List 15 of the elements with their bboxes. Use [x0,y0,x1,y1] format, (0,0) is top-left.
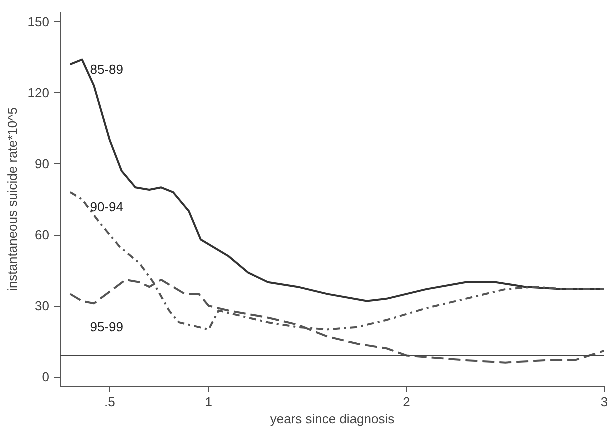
y-tick-label: 150 [28,14,50,30]
y-tick-label: 90 [35,156,50,172]
series-label: 95-99 [90,319,124,334]
series-label: 85-89 [90,62,124,77]
x-tick-label: 3 [600,394,608,410]
series-label: 90-94 [90,200,124,214]
x-tick-label: 2 [403,394,410,410]
x-tick-label: .5 [104,394,116,410]
y-tick-label: 60 [35,228,50,243]
y-axis-title: instantaneous suicide rate*10^5 [4,108,20,292]
x-tick-label: 1 [205,394,212,410]
y-tick-label: 120 [28,85,50,100]
x-axis-title: years since diagnosis [270,412,396,426]
y-tick-label: 30 [35,298,50,314]
y-tick-label: 0 [42,370,50,385]
